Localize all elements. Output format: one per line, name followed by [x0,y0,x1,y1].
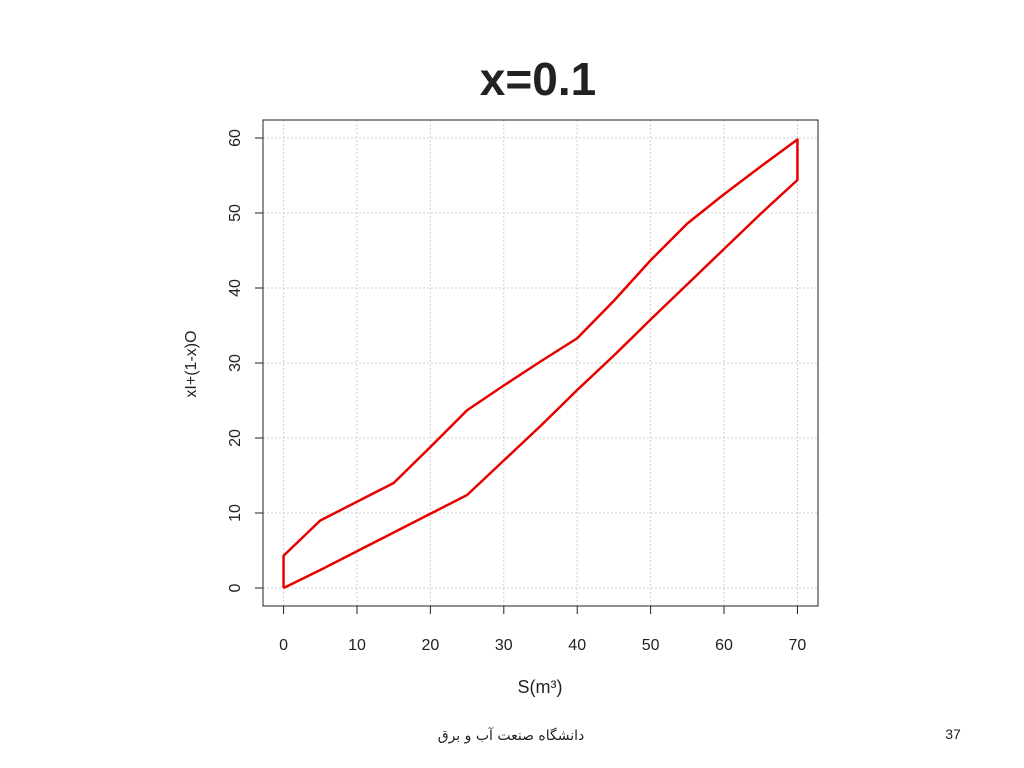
x-tick-label: 60 [715,637,733,654]
y-tick-label: 30 [227,354,244,372]
plot-area: 0 10 20 30 40 50 60 70 0 10 20 30 40 50 60 [227,120,818,654]
x-tick-label: 40 [568,637,586,654]
x-tick-label: 70 [789,637,807,654]
footer-text: دانشگاه صنعت آب و برق [438,727,585,744]
x-tick-label: 50 [642,637,660,654]
y-tick-label: 20 [227,429,244,447]
plot-frame [262,119,819,607]
x-tick-label: 0 [279,637,288,654]
chart-title: x=0.1 [480,53,596,105]
y-axis-label: xI+(1-x)O [183,330,200,397]
x-tick-label: 10 [348,637,366,654]
x-tick-label: 30 [495,637,513,654]
page-number: 37 [945,726,961,742]
data-line [282,138,799,590]
y-tick-label: 0 [227,583,244,592]
x-axis-label: S(m³) [518,677,563,697]
y-tick-label: 50 [227,204,244,222]
y-tick-label: 40 [227,279,244,297]
y-tick-label: 60 [227,129,244,147]
x-tick-label: 20 [421,637,439,654]
y-tick-label: 10 [227,504,244,522]
